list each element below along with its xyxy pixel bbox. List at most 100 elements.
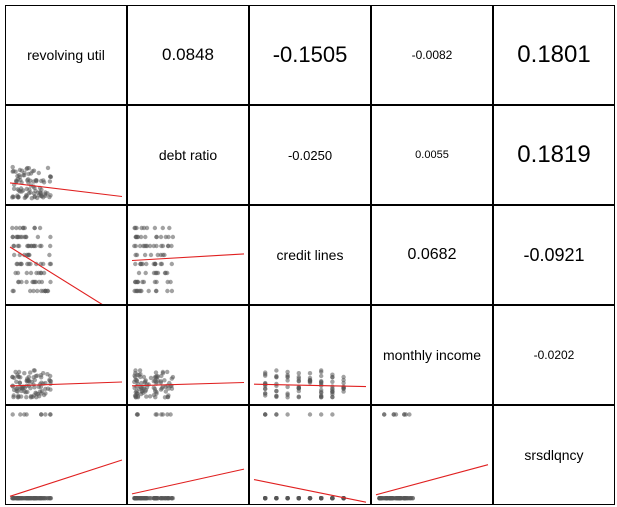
diagonal-cell-4: srsdlqncy bbox=[493, 405, 615, 505]
scatter-point bbox=[41, 371, 46, 376]
scatter-point bbox=[143, 234, 148, 240]
fit-line bbox=[9, 182, 123, 198]
scatter-point bbox=[163, 234, 168, 240]
scatter-point bbox=[170, 496, 176, 501]
scatter-point bbox=[330, 496, 335, 501]
scatter-point bbox=[14, 178, 19, 183]
scatter-point bbox=[158, 380, 163, 385]
scatter-point bbox=[154, 389, 159, 395]
fit-line bbox=[9, 246, 103, 304]
fit-line bbox=[9, 381, 123, 387]
scatter-point bbox=[169, 288, 175, 294]
correlation-cell-0-2: -0.1505 bbox=[249, 5, 371, 105]
scatter-point bbox=[160, 252, 166, 258]
scatter-point bbox=[10, 169, 15, 174]
scatter-point bbox=[402, 496, 407, 501]
correlation-cell-1-3: 0.0055 bbox=[371, 105, 493, 205]
scatter-point bbox=[165, 369, 170, 375]
scatter-point bbox=[263, 412, 268, 417]
scatter-point bbox=[23, 496, 28, 501]
scatter-point bbox=[383, 496, 388, 501]
scatter-point bbox=[36, 270, 41, 276]
scatter-point bbox=[158, 261, 163, 267]
scatter-point bbox=[30, 169, 35, 174]
scatter-cell-4-2 bbox=[249, 405, 371, 505]
scatter-point bbox=[133, 371, 138, 376]
scatter-point bbox=[151, 270, 157, 276]
scatter-point bbox=[43, 288, 48, 294]
scatter-plot bbox=[9, 368, 123, 400]
scatter-point bbox=[407, 496, 412, 501]
scatter-point bbox=[168, 412, 173, 417]
scatter-point bbox=[165, 279, 170, 285]
scatter-point bbox=[163, 270, 168, 276]
scatter-point bbox=[41, 496, 46, 501]
scatter-point bbox=[36, 496, 41, 501]
scatter-point bbox=[138, 374, 143, 380]
scatter-point bbox=[19, 261, 24, 267]
scatter-point bbox=[19, 279, 24, 285]
scatter-point bbox=[147, 394, 153, 399]
scatter-plot bbox=[131, 225, 245, 294]
scatter-point bbox=[36, 384, 41, 390]
scatter-point bbox=[14, 496, 19, 501]
scatter-cell-4-3 bbox=[371, 405, 493, 505]
scatter-point bbox=[34, 179, 39, 184]
scatter-point bbox=[35, 373, 40, 378]
scatter-point bbox=[14, 234, 19, 240]
scatter-point bbox=[160, 225, 165, 231]
variable-label: srsdlqncy bbox=[524, 447, 584, 463]
scatter-point bbox=[32, 368, 37, 373]
scatter-point bbox=[17, 167, 23, 173]
scatter-plot bbox=[131, 412, 245, 501]
scatter-point bbox=[23, 234, 28, 240]
scatter-point bbox=[17, 189, 23, 194]
scatter-point bbox=[133, 252, 138, 258]
scatter-point bbox=[152, 375, 158, 380]
scatter-point bbox=[141, 374, 147, 380]
scatter-point bbox=[136, 270, 142, 276]
scatter-point bbox=[48, 174, 53, 179]
scatter-plot bbox=[9, 225, 103, 304]
scatter-point bbox=[133, 261, 138, 267]
scatter-point bbox=[319, 380, 324, 385]
scatter-point bbox=[37, 279, 42, 285]
fit-line bbox=[9, 459, 123, 497]
correlation-cell-1-4: 0.1819 bbox=[493, 105, 615, 205]
scatter-point bbox=[135, 395, 141, 400]
fit-line bbox=[375, 464, 489, 496]
scatter-point bbox=[274, 368, 279, 373]
scatter-point bbox=[296, 378, 301, 383]
scatter-point bbox=[16, 393, 21, 398]
scatter-point bbox=[10, 195, 15, 200]
scatter-point bbox=[152, 279, 158, 285]
scatter-point bbox=[151, 385, 156, 390]
scatter-point bbox=[16, 369, 22, 375]
scatter-point bbox=[296, 374, 301, 380]
fit-line bbox=[253, 479, 367, 503]
scatter-plot bbox=[131, 368, 245, 400]
scatter-point bbox=[274, 393, 279, 398]
scatter-point bbox=[24, 395, 29, 400]
scatter-point bbox=[410, 496, 415, 501]
scatter-point bbox=[307, 371, 313, 376]
scatter-point bbox=[47, 377, 52, 383]
scatter-plot bbox=[253, 412, 367, 503]
scatter-point bbox=[19, 180, 24, 185]
scatter-point bbox=[274, 381, 279, 387]
scatter-point bbox=[47, 252, 52, 258]
scatter-point bbox=[134, 288, 140, 294]
scatter-point bbox=[154, 234, 159, 240]
scatter-point bbox=[144, 225, 150, 231]
variable-label: monthly income bbox=[382, 347, 482, 363]
scatter-point bbox=[160, 412, 166, 417]
scatter-point bbox=[148, 252, 154, 258]
fit-line bbox=[131, 253, 245, 262]
scatter-point bbox=[165, 288, 170, 294]
scatter-point bbox=[48, 412, 53, 417]
scatter-point bbox=[47, 179, 53, 184]
correlation-value: -0.0921 bbox=[523, 244, 585, 265]
fit-line bbox=[131, 468, 245, 495]
scatter-point bbox=[319, 394, 324, 399]
scatter-point bbox=[35, 288, 40, 294]
